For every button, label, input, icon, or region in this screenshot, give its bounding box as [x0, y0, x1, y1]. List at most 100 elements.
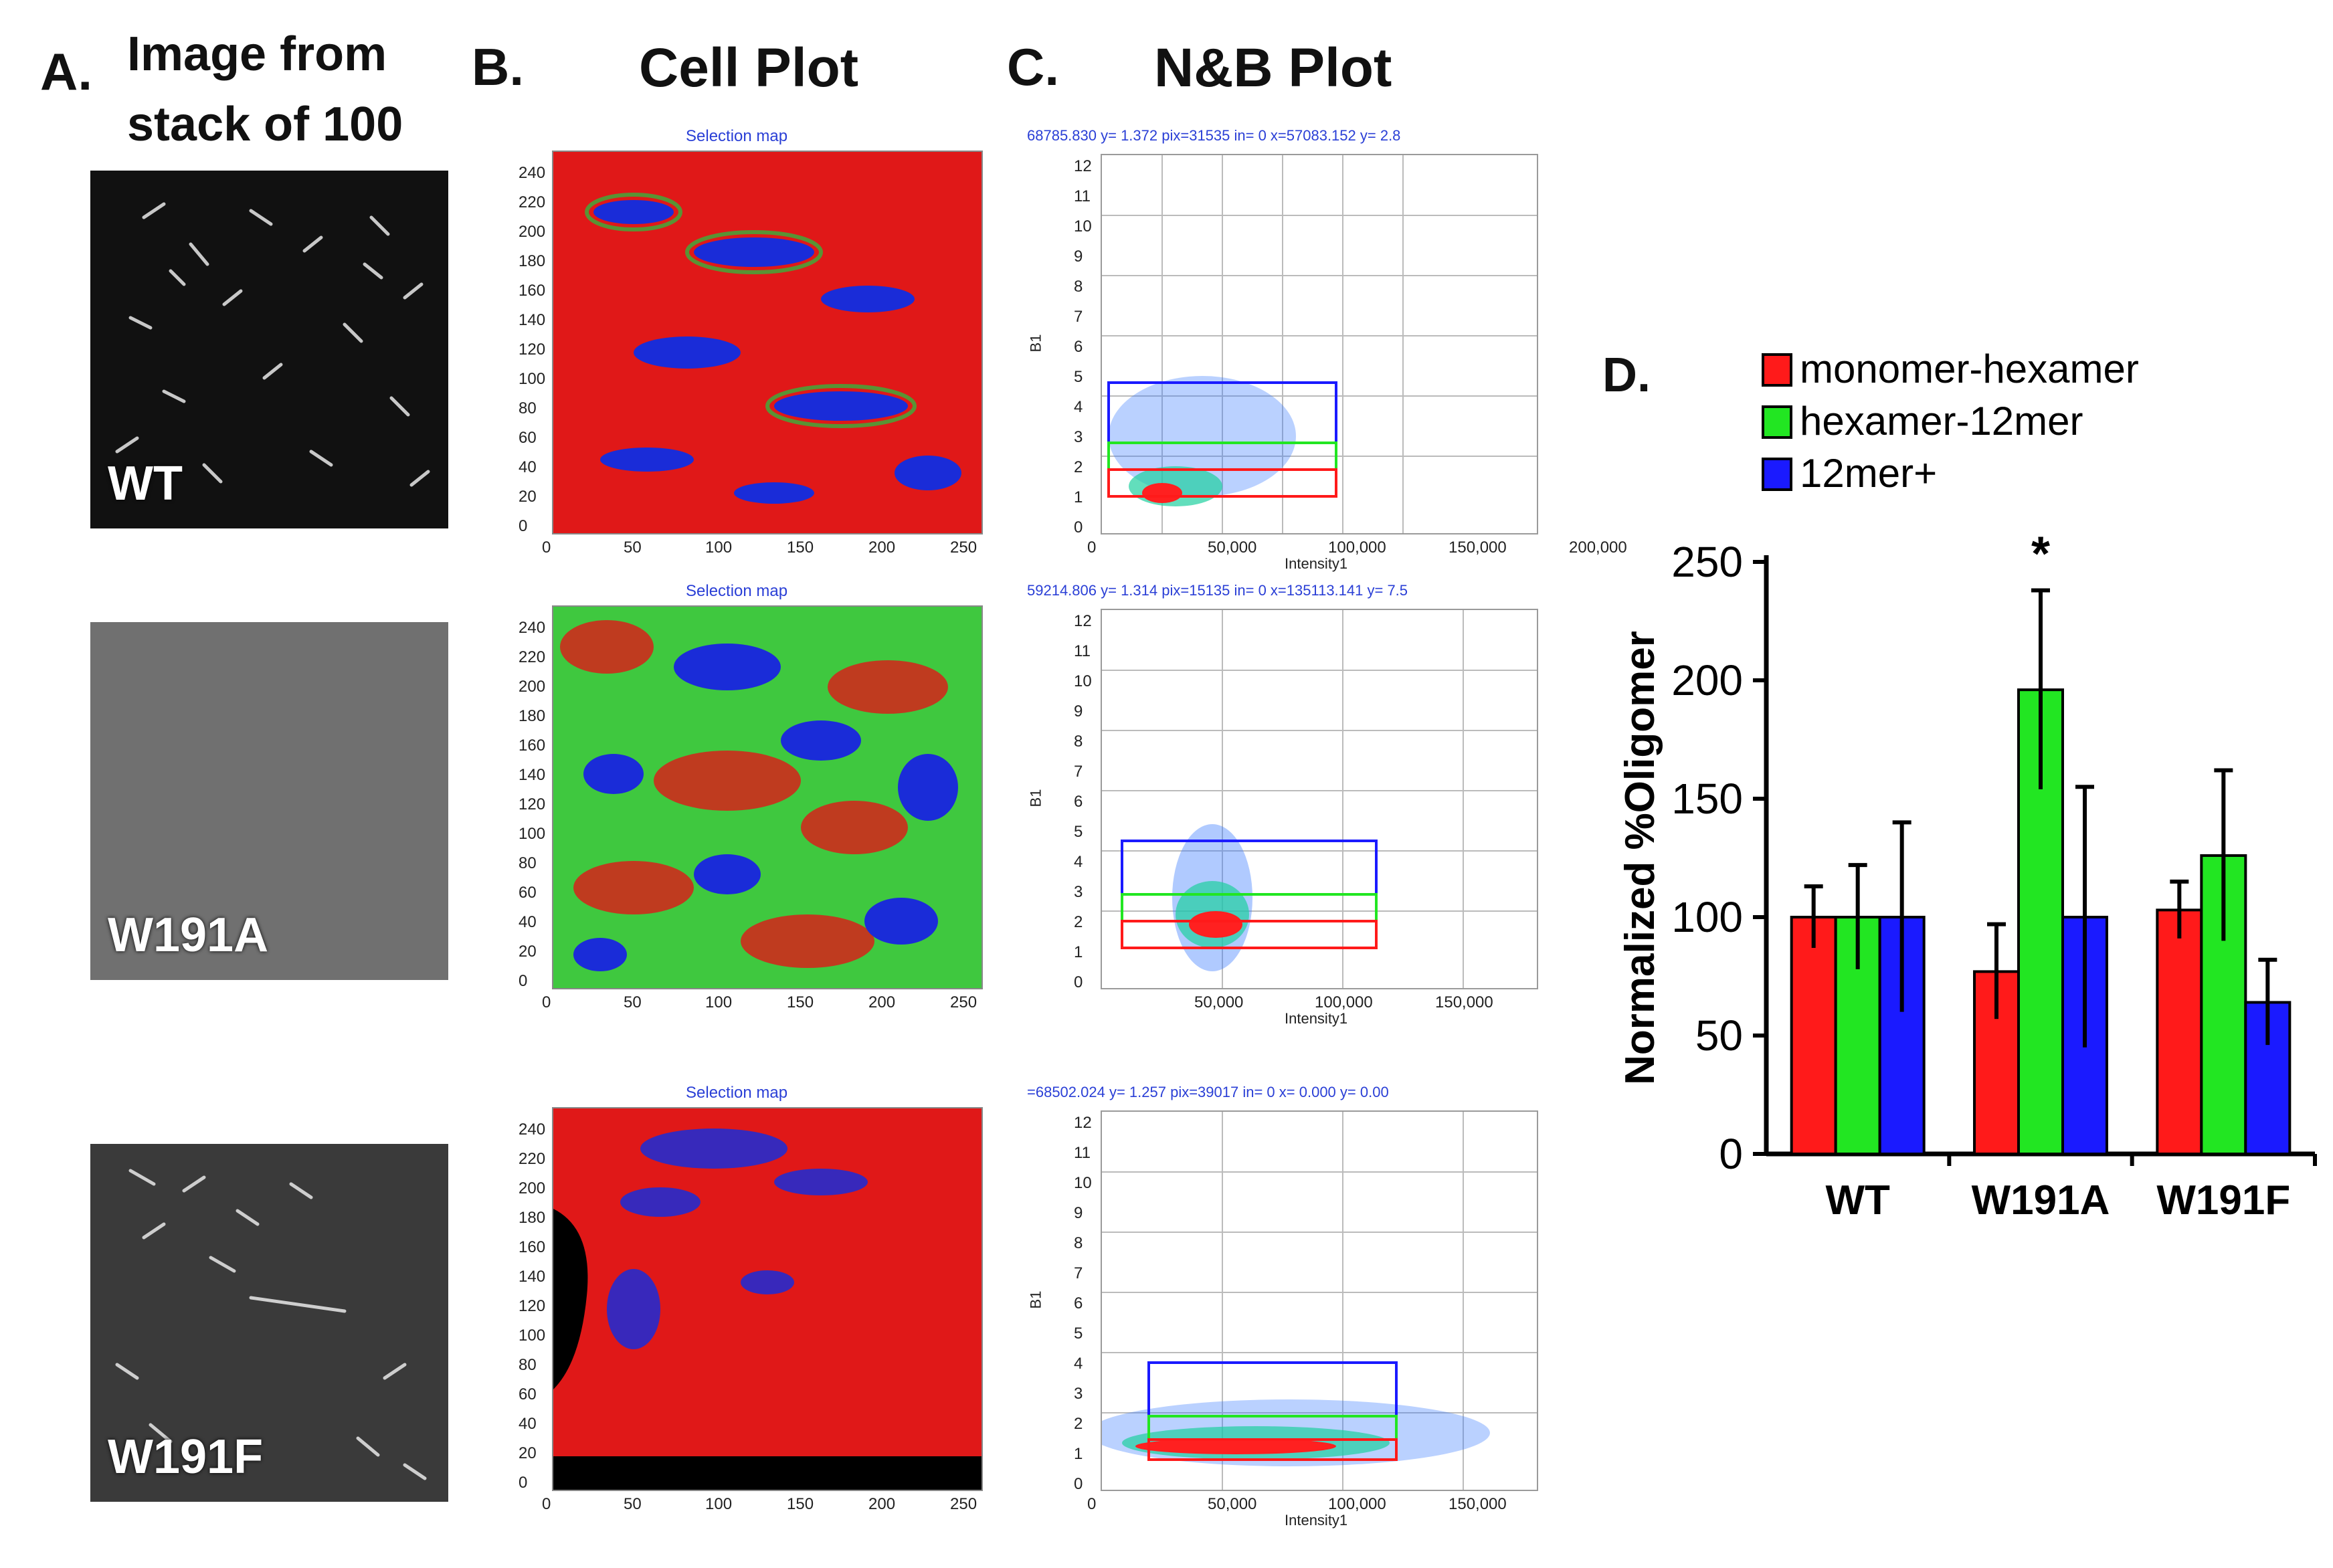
cell-plot-y-tick: 40 — [519, 1415, 537, 1433]
nb-y-tick: 6 — [1074, 338, 1083, 356]
cell-plot-image — [552, 1107, 983, 1491]
nb-y-tick: 12 — [1074, 157, 1092, 175]
cell-plot-x-tick: 0 — [542, 993, 551, 1011]
panel-b-letter: B. — [472, 37, 524, 96]
cell-plot-y-tick: 100 — [519, 825, 546, 843]
nb-ylabel: B1 — [1027, 334, 1044, 353]
nb-y-tick: 1 — [1074, 943, 1083, 961]
cell-plot-y-tick: 80 — [519, 1356, 537, 1374]
nb-xlabel: Intensity1 — [1285, 555, 1348, 572]
cell-plot-image — [552, 605, 983, 989]
nb-plot-wt: 68785.830 y= 1.372 pix=31535 in= 0 x=570… — [1027, 127, 1627, 575]
nb-y-tick: 10 — [1074, 672, 1092, 690]
cell-plot-w191a: Selection map 0 50 100 150 200 250 240 220 200 18… — [495, 582, 1004, 1030]
nb-y-tick: 2 — [1074, 1415, 1083, 1433]
cell-plot-x-tick: 50 — [624, 993, 642, 1011]
nb-xlabel: Intensity1 — [1285, 1010, 1348, 1027]
nb-readout: =68502.024 y= 1.257 pix=39017 in= 0 x= 0… — [1027, 1084, 1389, 1100]
nb-x-tick: 200,000 — [1569, 538, 1627, 557]
nb-y-tick: 1 — [1074, 488, 1083, 506]
nb-x-tick: 0 — [1087, 538, 1097, 557]
cell-plot-title: Selection map — [686, 1084, 788, 1102]
cell-plot-y-tick: 160 — [519, 737, 546, 755]
nb-y-tick: 0 — [1074, 1475, 1083, 1493]
cell-plot-w191f: Selection map 0 50 100 150 200 250 240 220 200 18… — [495, 1084, 1004, 1532]
nb-y-tick: 8 — [1074, 278, 1083, 296]
nb-y-tick: 7 — [1074, 308, 1083, 326]
nb-y-tick: 2 — [1074, 913, 1083, 931]
nb-x-tick: 0 — [1087, 1495, 1097, 1513]
cell-plot-x-tick: 200 — [868, 1495, 896, 1513]
cell-plot-y-tick: 0 — [519, 972, 528, 990]
nb-y-tick: 3 — [1074, 1385, 1083, 1403]
bar-WT-monomer-hexamer — [1790, 916, 1837, 1155]
nb-x-tick: 50,000 — [1208, 538, 1257, 557]
nb-plot-area — [1101, 1110, 1538, 1491]
nb-y-tick: 0 — [1074, 973, 1083, 991]
micrograph-label-w191f: W191F — [108, 1430, 264, 1484]
micrograph-label-wt: WT — [108, 457, 183, 510]
cell-plot-wt: Selection map 0 50 100 150 200 250 240 220 200 18… — [495, 127, 1004, 575]
nb-y-tick: 4 — [1074, 1355, 1083, 1373]
nb-y-tick: 9 — [1074, 702, 1083, 720]
nb-y-tick: 6 — [1074, 1294, 1083, 1312]
panel-a-letter: A. — [40, 42, 92, 101]
micrograph-label-w191a: W191A — [108, 908, 269, 962]
cell-plot-x-tick: 0 — [542, 1495, 551, 1513]
nb-ylabel: B1 — [1027, 789, 1044, 807]
significance-marker: * — [2031, 527, 2050, 581]
x-category-label: W191F — [2156, 1177, 2290, 1223]
nb-x-tick: 100,000 — [1328, 1495, 1386, 1513]
nb-plot-area — [1101, 609, 1538, 989]
cell-plot-title: Selection map — [686, 127, 788, 145]
cell-plot-y-tick: 60 — [519, 884, 537, 902]
cell-plot-y-tick: 240 — [519, 164, 546, 182]
cell-plot-y-tick: 160 — [519, 282, 546, 300]
panel-c-letter: C. — [1007, 37, 1059, 96]
cell-plot-y-tick: 180 — [519, 1209, 546, 1227]
nb-y-tick: 12 — [1074, 612, 1092, 630]
nb-x-tick: 100,000 — [1328, 538, 1386, 557]
nb-ylabel: B1 — [1027, 1290, 1044, 1309]
cell-plot-y-tick: 120 — [519, 1297, 546, 1315]
x-category-label: WT — [1825, 1177, 1890, 1223]
cell-plot-y-tick: 40 — [519, 458, 537, 476]
y-tick-label: 50 — [1695, 1011, 1743, 1060]
cell-plot-x-tick: 200 — [868, 993, 896, 1011]
nb-plot-w191a: 59214.806 y= 1.314 pix=15135 in= 0 x=135… — [1027, 582, 1542, 1030]
cell-plot-y-tick: 40 — [519, 913, 537, 931]
bar-W191F-monomer-hexamer — [2156, 908, 2203, 1155]
legend-label-0: monomer-hexamer — [1800, 347, 2139, 391]
nb-y-tick: 12 — [1074, 1114, 1092, 1132]
micrograph-wt: WT — [90, 171, 448, 528]
panel-c-title: N&B Plot — [1154, 37, 1392, 98]
nb-y-tick: 4 — [1074, 853, 1083, 871]
panel-a-title-line2: stack of 100 — [127, 98, 403, 151]
y-tick-label: 100 — [1671, 893, 1743, 941]
cell-plot-y-tick: 0 — [519, 1474, 528, 1492]
cell-plot-y-tick: 60 — [519, 429, 537, 447]
cell-plot-x-tick: 100 — [705, 538, 733, 557]
nb-x-tick: 150,000 — [1449, 1495, 1507, 1513]
nb-plot-area — [1101, 154, 1538, 534]
nb-y-tick: 11 — [1074, 1144, 1091, 1162]
legend-label-2: 12mer+ — [1800, 451, 1937, 496]
nb-y-tick: 5 — [1074, 368, 1083, 386]
oligomer-bar-chart: monomer-hexamer hexamer-12mer 12mer+ 0 50 100… — [1617, 347, 2317, 1223]
y-tick-label: 200 — [1671, 656, 1743, 704]
y-tick-label: 0 — [1719, 1130, 1743, 1178]
legend-label-1: hexamer-12mer — [1800, 399, 2083, 444]
cell-plot-y-tick: 100 — [519, 1327, 546, 1345]
cell-plot-y-tick: 80 — [519, 854, 537, 872]
cell-plot-y-tick: 220 — [519, 1150, 546, 1168]
cell-plot-y-tick: 240 — [519, 619, 546, 637]
cell-plot-y-tick: 20 — [519, 1444, 537, 1462]
cell-plot-x-tick: 250 — [950, 538, 977, 557]
y-tick-label: 150 — [1671, 775, 1743, 823]
cell-plot-y-tick: 140 — [519, 1268, 546, 1286]
x-category-label: W191A — [1972, 1177, 2110, 1223]
nb-y-tick: 9 — [1074, 248, 1083, 266]
cell-plot-y-tick: 100 — [519, 370, 546, 388]
nb-y-tick: 5 — [1074, 823, 1083, 841]
cell-plot-y-tick: 220 — [519, 193, 546, 211]
